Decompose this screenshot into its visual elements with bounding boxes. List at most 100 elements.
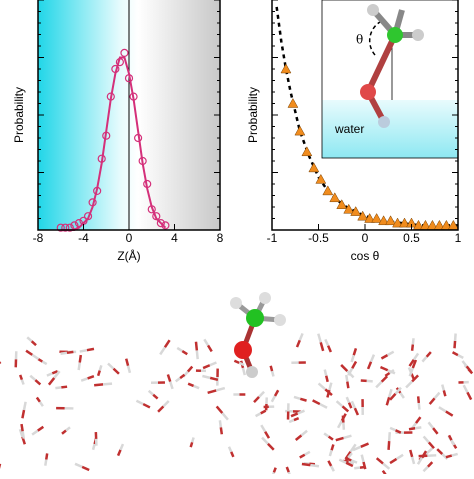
water-bond [79,363,80,371]
water-bond [452,440,454,445]
water-bond [385,373,389,376]
water-bond [329,437,333,440]
water-bond [75,464,82,467]
y-axis-label: Probability [246,87,260,143]
water-bond [418,458,422,465]
x-tick-label: 0 [126,231,133,245]
water-bond [188,367,192,372]
water-bond [217,406,223,413]
water-bond [362,455,364,462]
water-bond [389,432,390,441]
water-bond [136,401,143,404]
water-bond [310,465,319,466]
water-bond [302,464,311,465]
water-bond [38,427,44,431]
water-bond [272,371,273,376]
water-bond [287,467,289,472]
water-bond [412,344,413,350]
water-bond [208,345,212,351]
water-bond [377,458,383,463]
water-bond [382,376,388,382]
water-bond [352,355,354,362]
water-bond [400,393,404,398]
water-bond [192,437,193,442]
water-bond [67,352,73,353]
water-bond [390,459,397,463]
water-bond [231,452,233,457]
water-bond [446,411,453,415]
water-bond [381,355,387,358]
water-bond [271,366,272,371]
water-bond [194,386,199,388]
water-bond [422,357,426,362]
water-bond [313,400,320,404]
data-point [288,99,298,108]
water-bond [26,351,32,355]
x-tick-label: 8 [217,231,224,245]
water-bond [176,378,180,381]
water-bond [49,378,54,385]
water-bond [376,382,382,388]
water-bond [452,454,458,456]
water-bond [210,362,217,365]
x-axis-label: Z(Å) [117,248,140,263]
water-bond [430,398,435,404]
annotation: water [334,122,364,136]
water-bond [412,374,415,380]
x-axis-label: cos θ [351,249,380,263]
water-bond [424,436,429,442]
water-bond [328,346,331,352]
water-bond [289,420,294,422]
water-bond [202,376,210,378]
water-bond [464,385,468,392]
water-bond [24,402,26,410]
water-bond [330,450,332,456]
water-bond [45,460,46,466]
water-bond [20,375,22,380]
x-tick-label: 1 [455,231,462,245]
water-bond [455,333,456,340]
water-bond [262,438,268,444]
water-bond [413,338,414,344]
water-bond [261,425,265,431]
water-bond [410,450,412,457]
water-bond [160,347,165,354]
water-bond [364,462,366,469]
water-bond [40,402,43,406]
water-bond [208,390,217,392]
water-bond [204,339,208,345]
water-bond [336,438,344,440]
water-bond [338,421,342,428]
water-bond [191,442,192,447]
water-bond [180,375,184,378]
water-bond [143,404,150,407]
water-bond [455,341,456,348]
water-bond [274,468,276,473]
water-bond [234,361,239,363]
water-bond [27,337,31,341]
water-bond [82,467,89,470]
water-bond [458,355,463,358]
water-bond [259,392,264,397]
water-bond [61,387,67,388]
x-tick-label: -1 [267,231,278,245]
water-bond [170,382,172,389]
water-bond [418,396,419,403]
water-bond [389,441,390,450]
water-bond [294,397,300,399]
water-bond [397,455,404,459]
data-point [372,214,382,223]
water-bond [412,457,414,464]
water-bond [32,431,38,435]
water-bond [55,387,61,388]
water-bond [121,444,123,450]
water-bond [328,461,331,466]
water-bond [341,365,347,371]
water-bond [415,427,421,428]
water-bond [177,348,182,351]
water-bond [337,401,343,406]
water-bond [126,359,128,366]
water-bond [409,428,415,429]
water-bond [429,422,434,428]
water-bond [467,366,471,371]
